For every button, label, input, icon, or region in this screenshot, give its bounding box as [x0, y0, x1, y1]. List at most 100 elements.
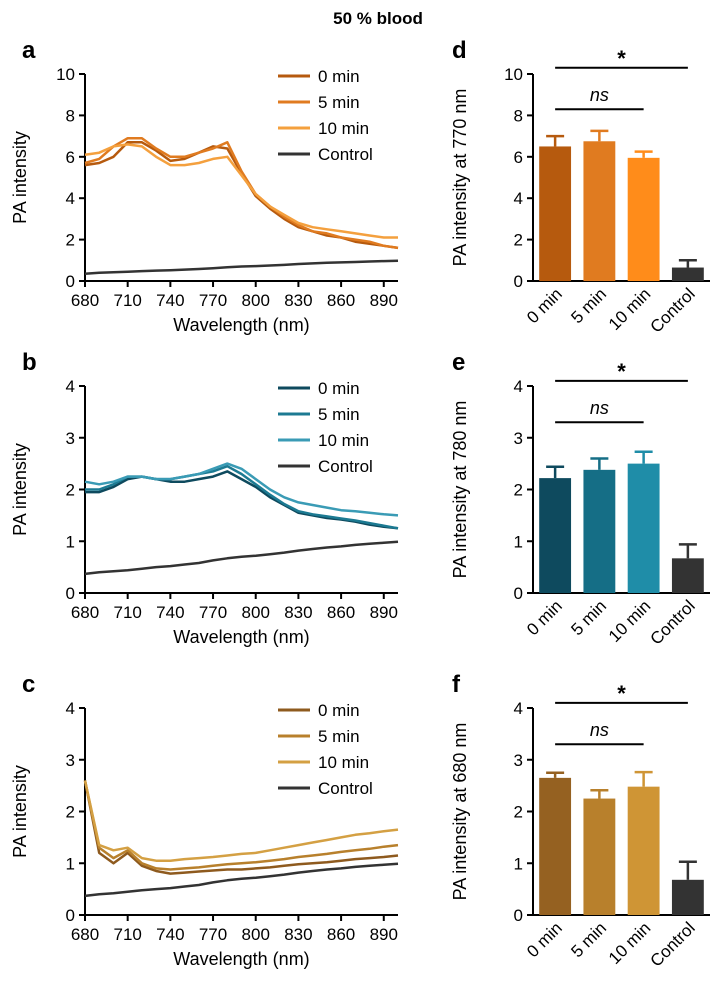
y-axis-label: PA intensity	[10, 765, 30, 858]
legend-label: 0 min	[318, 701, 360, 720]
x-tick-label: 680	[71, 925, 99, 944]
panel-label: d	[452, 37, 467, 64]
x-tick-label: 680	[71, 603, 99, 622]
y-tick-label: 4	[514, 377, 523, 396]
x-tick-label: Control	[647, 284, 699, 336]
bar-5-min	[583, 798, 616, 915]
panel-d: d 0 2 4 6 8 10 PA intensity at 770 nm 0 min 5 min…	[450, 37, 710, 337]
bar-0-min	[539, 478, 572, 593]
y-tick-label: 0	[66, 906, 75, 925]
bar-0-min	[539, 146, 572, 281]
x-tick-label: 890	[370, 291, 398, 310]
bar-10-min	[627, 463, 660, 593]
x-tick-label: Control	[647, 596, 699, 648]
bar-control	[671, 267, 704, 281]
x-tick-label: 740	[156, 925, 184, 944]
y-tick-label: 0	[514, 272, 523, 291]
panel-a: a 0 2 4 6 8 10 680 710 740 770 800 830 860 890 Waveleng…	[10, 37, 399, 335]
x-tick-label: 710	[113, 291, 141, 310]
y-tick-label: 2	[514, 231, 523, 250]
series-line-5-min	[83, 780, 399, 871]
significance-ns: ns	[590, 720, 609, 740]
series-line-5-min	[84, 136, 399, 250]
y-tick-label: 3	[514, 429, 523, 448]
x-tick-label: Control	[647, 918, 699, 970]
y-axis-label: PA intensity at 780 nm	[450, 401, 470, 579]
y-tick-label: 1	[66, 532, 75, 551]
x-tick-label: 680	[71, 291, 99, 310]
series-line-10-min	[83, 780, 399, 862]
x-tick-label: 710	[113, 603, 141, 622]
y-axis-label: PA intensity	[10, 443, 30, 536]
y-axis-label: PA intensity at 680 nm	[450, 723, 470, 901]
panel-b: b 0 1 2 3 4 680 710 740 770 800 830 860 890 Wavelength…	[10, 349, 399, 647]
series-line-10-min	[84, 143, 398, 239]
x-axis-label: Wavelength (nm)	[173, 627, 309, 647]
y-tick-label: 2	[514, 481, 523, 500]
y-tick-label: 1	[514, 532, 523, 551]
x-tick-label: 10 min	[605, 596, 655, 646]
x-tick-label: 0 min	[523, 918, 566, 961]
y-tick-label: 1	[514, 854, 523, 873]
x-tick-label: 860	[327, 925, 355, 944]
y-tick-label: 4	[514, 189, 523, 208]
y-axis-label: PA intensity at 770 nm	[450, 89, 470, 267]
panel-e: e 0 1 2 3 4 PA intensity at 780 nm 0 min 5 min10…	[450, 349, 710, 649]
x-tick-label: 890	[370, 925, 398, 944]
x-tick-label: 800	[242, 603, 270, 622]
x-tick-label: 830	[284, 291, 312, 310]
series-line-0-min	[83, 780, 399, 875]
y-tick-label: 6	[514, 148, 523, 167]
legend-label: 5 min	[318, 405, 360, 424]
significance-star: *	[617, 359, 626, 384]
x-tick-label: 740	[156, 603, 184, 622]
x-tick-label: 0 min	[523, 284, 566, 327]
x-axis-label: Wavelength (nm)	[173, 949, 309, 969]
panel-label: a	[22, 37, 36, 64]
panel-label: e	[452, 349, 465, 376]
x-tick-label: 860	[327, 603, 355, 622]
y-tick-label: 4	[514, 699, 523, 718]
significance-star: *	[617, 46, 626, 71]
y-tick-label: 2	[514, 803, 523, 822]
y-tick-label: 6	[66, 148, 75, 167]
y-tick-label: 10	[504, 65, 523, 84]
y-tick-label: 4	[66, 377, 75, 396]
y-axis-label: PA intensity	[10, 131, 30, 224]
panel-label: b	[22, 349, 37, 376]
y-tick-label: 8	[66, 106, 75, 125]
legend-label: 10 min	[318, 119, 369, 138]
significance-ns: ns	[590, 398, 609, 418]
y-tick-label: 0	[66, 584, 75, 603]
bar-10-min	[627, 786, 660, 915]
significance-star: *	[617, 681, 626, 706]
series-line-10-min	[84, 462, 399, 517]
y-tick-label: 3	[514, 751, 523, 770]
x-tick-label: 10 min	[605, 284, 655, 334]
significance-ns: ns	[590, 85, 609, 105]
y-tick-label: 2	[66, 231, 75, 250]
x-tick-label: 710	[113, 925, 141, 944]
panel-c: c 0 1 2 3 4 680 710 740 770 800 830 860 890 Wavelength…	[10, 671, 399, 969]
legend-label: Control	[318, 457, 373, 476]
panel-label: f	[452, 671, 461, 698]
panel-f: f 0 1 2 3 4 PA intensity at 680 nm 0 min 5 min10…	[450, 671, 710, 971]
x-tick-label: 770	[199, 291, 227, 310]
y-tick-label: 0	[66, 272, 75, 291]
legend-label: Control	[318, 145, 373, 164]
y-tick-label: 4	[66, 189, 75, 208]
legend-label: 5 min	[318, 727, 360, 746]
x-tick-label: 5 min	[567, 918, 610, 961]
figure-title: 50 % blood	[333, 9, 423, 28]
x-tick-label: 830	[284, 925, 312, 944]
legend-label: 0 min	[318, 379, 360, 398]
x-tick-label: 800	[242, 291, 270, 310]
x-tick-label: 10 min	[605, 918, 655, 968]
legend-label: 10 min	[318, 753, 369, 772]
y-tick-label: 2	[66, 481, 75, 500]
x-tick-label: 5 min	[567, 596, 610, 639]
bar-5-min	[583, 469, 616, 593]
y-tick-label: 0	[514, 906, 523, 925]
